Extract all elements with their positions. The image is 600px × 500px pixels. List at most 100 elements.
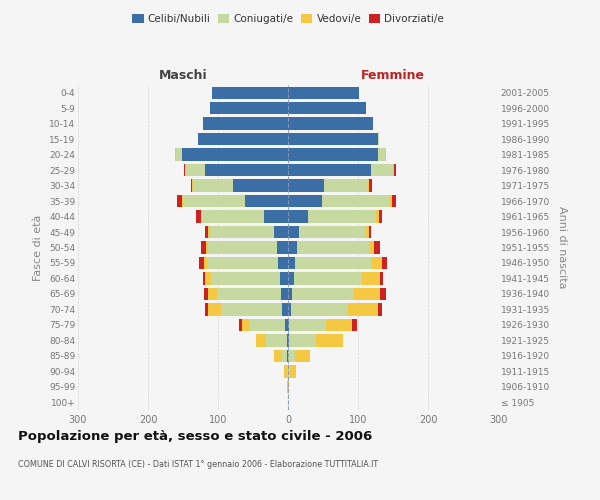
- Bar: [206, 242, 208, 254]
- Bar: [182, 148, 288, 161]
- Bar: [368, 242, 374, 254]
- Bar: [205, 164, 288, 176]
- Bar: [288, 164, 371, 176]
- Bar: [295, 257, 371, 269]
- Bar: [239, 318, 242, 331]
- Bar: [354, 288, 380, 300]
- Bar: [249, 318, 285, 331]
- Bar: [176, 195, 182, 207]
- Bar: [362, 272, 380, 284]
- Bar: [184, 164, 185, 176]
- Bar: [283, 303, 288, 316]
- Bar: [366, 226, 368, 238]
- Bar: [185, 164, 186, 176]
- Bar: [380, 272, 383, 284]
- Bar: [297, 242, 368, 254]
- Bar: [288, 210, 308, 222]
- Bar: [289, 318, 326, 331]
- Bar: [377, 148, 385, 161]
- Bar: [211, 272, 280, 284]
- Bar: [175, 148, 176, 161]
- Text: COMUNE DI CALVI RISORTA (CE) - Dati ISTAT 1° gennaio 2006 - Elaborazione TUTTITA: COMUNE DI CALVI RISORTA (CE) - Dati ISTA…: [18, 460, 378, 469]
- Bar: [183, 195, 245, 207]
- Bar: [293, 272, 362, 284]
- Bar: [205, 303, 208, 316]
- Bar: [382, 257, 388, 269]
- Bar: [288, 133, 377, 145]
- Bar: [322, 195, 390, 207]
- Bar: [242, 318, 249, 331]
- Bar: [371, 257, 382, 269]
- Bar: [369, 180, 372, 192]
- Bar: [299, 226, 366, 238]
- Bar: [202, 210, 263, 222]
- Bar: [374, 242, 380, 254]
- Bar: [325, 180, 368, 192]
- Bar: [368, 226, 371, 238]
- Bar: [287, 350, 288, 362]
- Bar: [348, 303, 377, 316]
- Bar: [204, 257, 207, 269]
- Bar: [377, 133, 379, 145]
- Bar: [209, 102, 288, 115]
- Bar: [288, 118, 373, 130]
- Bar: [288, 242, 297, 254]
- Bar: [288, 288, 292, 300]
- Bar: [291, 303, 348, 316]
- Bar: [263, 210, 288, 222]
- Bar: [192, 180, 193, 192]
- Bar: [280, 272, 288, 284]
- Bar: [203, 272, 205, 284]
- Text: Popolazione per età, sesso e stato civile - 2006: Popolazione per età, sesso e stato civil…: [18, 430, 372, 443]
- Bar: [326, 318, 352, 331]
- Bar: [284, 365, 287, 378]
- Bar: [212, 86, 288, 99]
- Bar: [289, 334, 316, 346]
- Bar: [281, 288, 288, 300]
- Bar: [287, 380, 288, 393]
- Y-axis label: Anni di nascita: Anni di nascita: [557, 206, 566, 288]
- Bar: [394, 164, 396, 176]
- Bar: [203, 118, 288, 130]
- Bar: [288, 350, 295, 362]
- Bar: [368, 180, 369, 192]
- Bar: [288, 380, 289, 393]
- Bar: [191, 180, 192, 192]
- Bar: [208, 288, 217, 300]
- Y-axis label: Fasce di età: Fasce di età: [34, 214, 43, 280]
- Bar: [295, 350, 310, 362]
- Bar: [208, 226, 209, 238]
- Bar: [205, 272, 211, 284]
- Bar: [288, 180, 325, 192]
- Bar: [379, 210, 382, 222]
- Bar: [266, 334, 287, 346]
- Bar: [207, 257, 278, 269]
- Bar: [380, 288, 386, 300]
- Bar: [290, 365, 296, 378]
- Bar: [201, 242, 206, 254]
- Bar: [377, 303, 382, 316]
- Bar: [371, 164, 393, 176]
- Text: Maschi: Maschi: [158, 69, 208, 82]
- Bar: [352, 318, 356, 331]
- Bar: [287, 334, 288, 346]
- Bar: [288, 86, 359, 99]
- Bar: [245, 195, 288, 207]
- Bar: [288, 226, 299, 238]
- Bar: [393, 164, 394, 176]
- Bar: [221, 303, 283, 316]
- Bar: [288, 148, 377, 161]
- Bar: [182, 195, 183, 207]
- Bar: [208, 303, 221, 316]
- Bar: [288, 102, 367, 115]
- Bar: [288, 257, 295, 269]
- Bar: [308, 210, 376, 222]
- Bar: [204, 288, 208, 300]
- Bar: [376, 210, 379, 222]
- Bar: [205, 226, 208, 238]
- Bar: [288, 272, 293, 284]
- Bar: [196, 210, 200, 222]
- Bar: [288, 365, 290, 378]
- Bar: [233, 180, 288, 192]
- Bar: [199, 257, 204, 269]
